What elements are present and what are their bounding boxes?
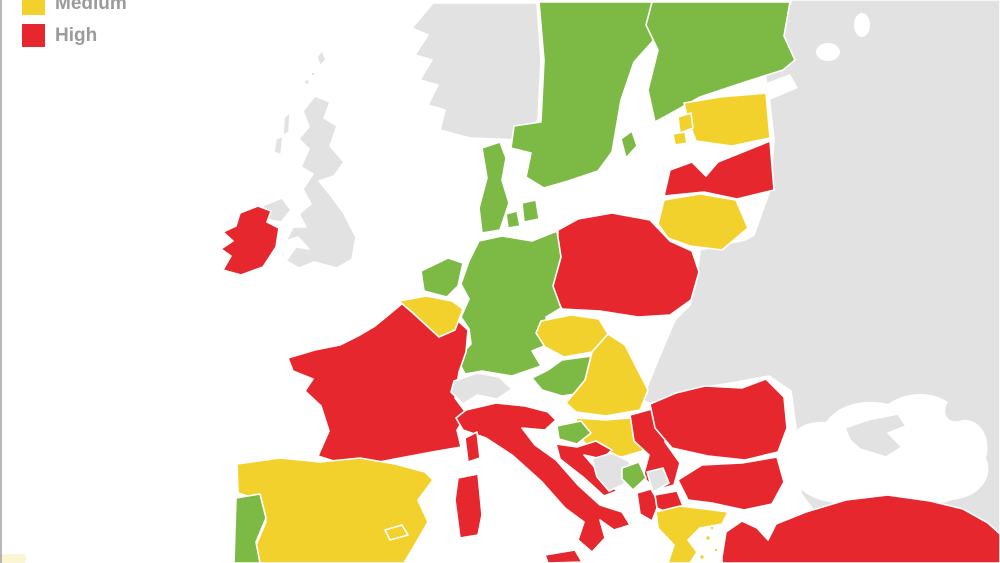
legend-swatch-high — [22, 24, 45, 47]
country-estonia — [683, 92, 771, 147]
country-spain — [236, 457, 434, 563]
greek-island — [704, 534, 712, 542]
country-kosovo — [646, 467, 670, 493]
island-hebrides — [273, 135, 284, 156]
country-slovenia — [556, 420, 592, 445]
island-hebrides — [282, 111, 291, 137]
country-germany — [456, 230, 562, 377]
island-hiiumaa — [672, 131, 688, 146]
country-denmark — [478, 141, 510, 234]
country-montenegro — [621, 461, 647, 491]
island-orkney — [303, 78, 311, 86]
legend-item-high: High — [22, 24, 127, 47]
lake-onega — [854, 13, 870, 37]
country-united-kingdom — [285, 95, 357, 269]
country-ukraine-crimea — [844, 413, 907, 458]
left-edge-line — [0, 0, 2, 563]
greek-island — [709, 525, 715, 531]
country-italy — [455, 402, 631, 553]
greek-island — [713, 547, 719, 553]
lake-ladoga — [816, 43, 840, 61]
country-slovakia — [565, 333, 649, 417]
island-zealand — [521, 199, 540, 223]
legend-label-medium: Medium — [55, 0, 127, 14]
island-shetland — [316, 49, 327, 67]
country-greece — [655, 505, 729, 563]
greek-island — [698, 553, 706, 561]
legend: Medium High — [22, 0, 127, 47]
island-orkney — [310, 71, 316, 77]
country-belgium — [398, 295, 464, 338]
island-funen — [505, 210, 521, 229]
bottom-left-partial-swatch — [0, 554, 26, 563]
country-albania — [636, 488, 660, 522]
island-sicily — [544, 549, 583, 563]
country-bulgaria — [677, 456, 785, 511]
country-ireland — [220, 205, 280, 276]
country-sweden — [510, 1, 662, 189]
country-finland — [645, 1, 796, 123]
country-romania — [649, 378, 788, 461]
country-turkey — [721, 494, 1000, 563]
island-gotland — [620, 130, 638, 159]
country-lithuania — [657, 193, 749, 251]
country-latvia — [663, 140, 775, 200]
country-bosnia — [591, 452, 631, 492]
legend-swatch-medium — [22, 0, 45, 15]
legend-item-medium: Medium — [22, 0, 127, 15]
island-mallorca — [384, 524, 409, 541]
island-corsica — [464, 431, 481, 463]
gulf-of-riga — [692, 147, 718, 169]
country-switzerland — [450, 372, 513, 405]
country-norway — [411, 2, 542, 141]
legend-label-high: High — [55, 25, 98, 46]
island-saaremaa — [677, 112, 694, 134]
country-portugal — [233, 493, 267, 563]
country-netherlands — [420, 257, 464, 298]
island-sardinia — [454, 473, 483, 539]
